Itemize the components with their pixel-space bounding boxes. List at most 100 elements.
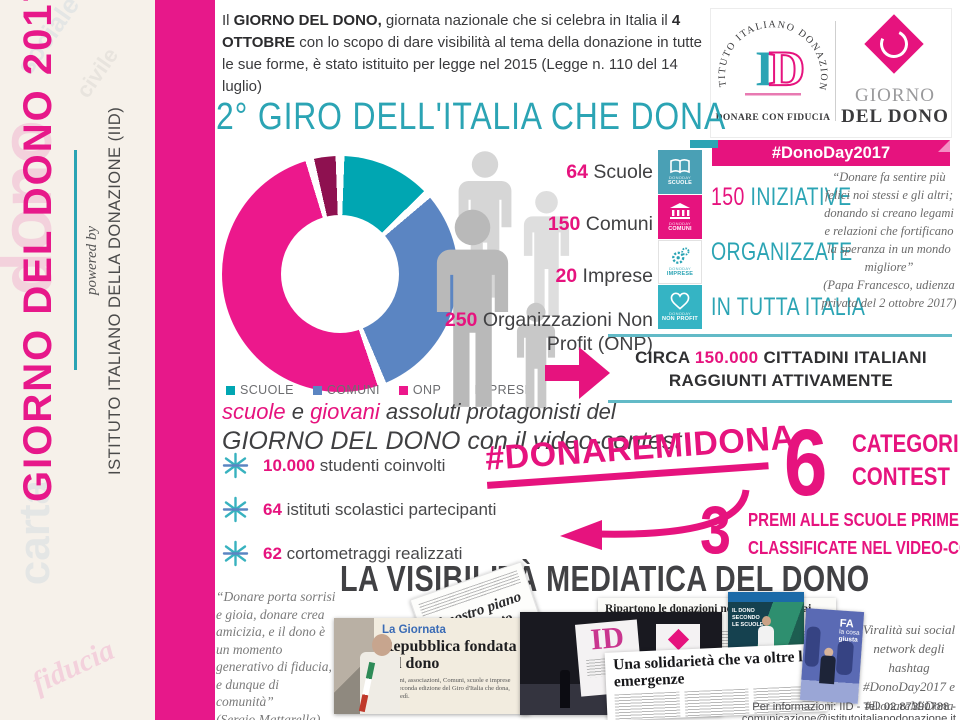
gdd-line2: DEL DONO (841, 106, 949, 127)
tv-person (762, 616, 771, 626)
asterisk-icon (222, 452, 249, 479)
tv-graphic (835, 640, 855, 676)
photo-figure (372, 634, 392, 656)
logo-divider (835, 21, 836, 121)
intro-bold-giorno: GIORNO DEL DONO, (233, 12, 382, 29)
right-arrow-icon (545, 347, 610, 399)
iid-letter-d: D (769, 40, 805, 96)
bullet-istituti: 64 istituti scolastici partecipanti (222, 496, 496, 523)
watermark-word: fiducia (26, 633, 120, 700)
stat-onp: 250 Organizzazioni Non Profit (ONP) (420, 308, 653, 356)
iid-underline (745, 93, 801, 96)
person-silhouette-icon (436, 209, 509, 407)
badge-non-profit: DONODAY NON PROFIT (658, 285, 702, 329)
highlight-giovani: giovani (310, 399, 380, 424)
social-line: #DonareMiDona (864, 698, 954, 713)
powered-by-label: powered by (84, 225, 100, 295)
tv-channel-bar (728, 592, 804, 602)
highlight-scuole: scuole (222, 399, 286, 424)
prizes-line2: CLASSIFICATE NEL VIDEO-CONTEST (748, 537, 960, 558)
social-line: #DonoDay2017 e (862, 679, 956, 694)
badge-imprese: DONODAY IMPRESE (658, 240, 702, 284)
bank-icon (670, 203, 690, 219)
bullet-text: 10.000 studenti coinvolti (263, 456, 445, 476)
quote-text: “Donare porta sorrisi e gioia, donare cr… (216, 589, 336, 709)
donoday-ribbon: #DonoDay2017 (712, 140, 950, 166)
studio-person-silhouette (560, 670, 570, 708)
contest-intro-text: e (285, 399, 311, 424)
intro-bold-date: 4 OTTOBRE (222, 12, 681, 51)
stat-scuole: 64 Scuole (420, 160, 653, 184)
clipping-headline: Repubblica fondata sul dono (381, 638, 517, 672)
badge-top-label: DONODAY (668, 175, 692, 180)
person-silhouette-icon (523, 190, 570, 317)
prizes-label: PREMI ALLE SCUOLE PRIME CLASSIFICATE NEL… (748, 506, 960, 562)
legend-item: COMUNI (312, 383, 380, 397)
iniziative-line3: IN TUTTA ITALIA (711, 293, 866, 321)
stat-comuni: 150 Comuni (420, 212, 653, 236)
reach-number: 150.000 (694, 348, 759, 367)
iniziative-line1: 150 INIZIATIVE (711, 170, 851, 225)
bullet-number: 64 (263, 499, 282, 519)
iniziative-word: INIZIATIVE (744, 183, 852, 211)
tv-title-line: giusta (838, 635, 858, 644)
stat-number: 64 (566, 161, 588, 183)
tv-person (819, 655, 836, 685)
person-silhouette-icon (516, 302, 556, 409)
social-line: Viralità sui social (862, 622, 956, 637)
badge-name: COMUNI (668, 226, 692, 232)
tv-caption: IL DONO SECONDO LE SCUOLE (732, 608, 764, 628)
prizes-number: 3 (700, 492, 732, 568)
stat-number: 20 (555, 265, 578, 287)
badge-scuole: DONODAY SCUOLE (658, 150, 702, 194)
donut-chart (222, 156, 458, 392)
book-icon (670, 159, 690, 174)
legend-label: SCUOLE (240, 383, 294, 397)
giorno-del-dono-diamond-icon (864, 14, 924, 74)
quote-attribution: (Papa Francesco, udienza privata del 2 o… (821, 278, 957, 310)
tv-graphic (804, 626, 821, 668)
legend-swatch-comuni (312, 385, 322, 395)
categories-line1: CATEGORIE (852, 430, 960, 458)
bullet-label: cortometraggi realizzati (281, 543, 463, 563)
stat-label: Imprese (577, 265, 653, 287)
legend-label: COMUNI (326, 383, 380, 397)
bullet-label: studenti coinvolti (315, 455, 446, 475)
bullet-number: 62 (263, 543, 282, 563)
diamond-logo-icon (667, 628, 689, 651)
badge-name: SCUOLE (667, 180, 693, 186)
stat-label: Organizzazioni Non Profit (ONP) (477, 309, 653, 355)
teal-divider-line (608, 400, 952, 403)
tv-show-title: FA la cosa giusta (838, 617, 860, 644)
legend-item: SCUOLE (226, 383, 294, 397)
teal-divider-line (608, 334, 952, 337)
legend-swatch-scuole (226, 385, 235, 395)
reach-text-line2: RAGGIUNTI ATTIVAMENTE (668, 371, 894, 390)
left-sidebar: dono sociale civile carta fiducia GIORNO… (0, 0, 155, 720)
gdd-line1: GIORNO (855, 85, 935, 106)
stat-number: 150 (547, 213, 581, 235)
badge-comuni: DONODAY COMUNI (658, 195, 702, 239)
asterisk-icon (222, 496, 249, 523)
categories-label: CATEGORIE CONTEST (852, 428, 960, 494)
categories-line2: CONTEST (852, 463, 950, 491)
contest-intro-line2: GIORNO DEL DONO con il video-contest (222, 427, 682, 455)
quote-attribution: (Sergio Mattarella) (216, 711, 321, 720)
poster-title-vertical: GIORNO DEL DONO 2017 (16, 0, 60, 502)
intro-text: giornata nazionale che si celebra in Ita… (381, 12, 672, 29)
reach-text: CIRCA (635, 348, 695, 367)
organization-name-vertical: ISTITUTO ITALIANO DELLA DONAZIONE (IID) (106, 106, 124, 475)
donut-hole (281, 215, 399, 333)
stat-label: Scuole (587, 161, 653, 183)
intro-text: con lo scopo di dare visibilità al tema … (222, 34, 702, 95)
iniziative-number: 150 (711, 183, 745, 211)
iniziative-line2: ORGANIZZATE (711, 238, 853, 266)
categories-number: 6 (784, 410, 828, 516)
badge-top-label: DONODAY (668, 311, 692, 316)
papa-francesco-quote: “Donare fa sentire più felici noi stessi… (820, 168, 958, 312)
bullet-text: 62 cortometraggi realizzati (263, 544, 462, 564)
donoday-badges-column: DONODAY SCUOLE DONODAY COMUNI DONODAY IM… (658, 150, 702, 330)
page-title: 2° GIRO DELL'ITALIA CHE DONA (216, 96, 727, 138)
iniziative-block: 150 INIZIATIVE ORGANIZZATE IN TUTTA ITAL… (711, 170, 866, 335)
video-contest-intro: scuole e giovani assoluti protagonisti d… (222, 398, 681, 456)
